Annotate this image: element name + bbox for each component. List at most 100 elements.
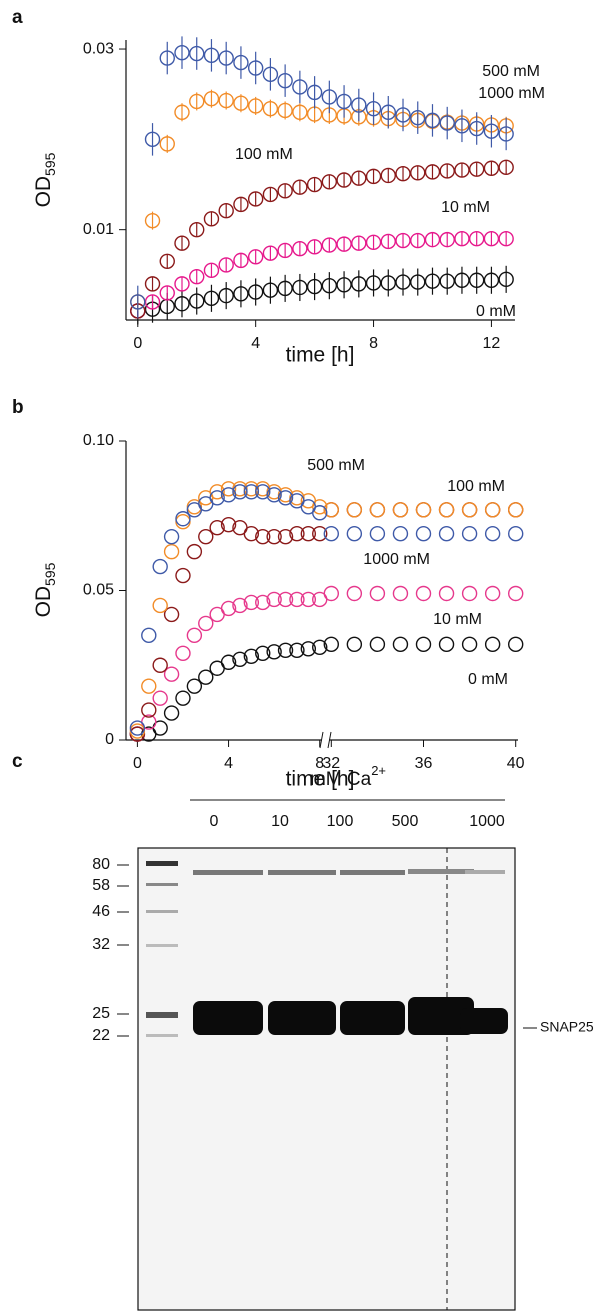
ladder-band [146,861,178,866]
data-point [486,527,500,541]
data-point [463,586,477,600]
x-tick-label: 12 [483,335,501,352]
marker-label: 32 [92,936,110,953]
y-tick-label: 0 [105,731,114,748]
panel-label: a [12,7,23,28]
plot: 0.010.03048120 mM10 mM100 mM500 mM1000 m… [83,36,545,352]
data-point [370,586,384,600]
upper-band [193,870,263,875]
lane-label: 0 [210,813,219,830]
data-point [393,586,407,600]
band-label: SNAP25 [540,1019,594,1035]
figure: a time [h] OD595 b time [h] OD595 c mM C… [0,0,604,1311]
lane-label: 100 [327,813,354,830]
plot: 00.050.100483236400 mM10 mM100 mM500 mM1… [83,432,525,772]
data-point [393,503,407,517]
series [131,160,513,318]
data-point [153,691,167,705]
data-point [486,503,500,517]
marker-label: 58 [92,877,110,894]
ladder-band [146,1034,178,1037]
x-tick-label: 32 [322,755,340,772]
snap25-band [460,1008,508,1034]
marker-label: 22 [92,1027,110,1044]
ladder-band [146,944,178,947]
upper-band [465,870,505,874]
data-point [370,503,384,517]
legend-label: 0 mM [476,303,516,320]
panel-label: b [12,397,24,418]
data-point [509,527,523,541]
y-tick-label: 0.01 [83,221,114,238]
data-point [440,637,454,651]
data-point [417,637,431,651]
data-point [440,503,454,517]
legend-label: 10 mM [433,611,482,628]
data-point [370,527,384,541]
upper-band [408,869,474,874]
x-tick-label: 36 [415,755,433,772]
marker-label: 25 [92,1005,110,1022]
data-point [509,637,523,651]
data-point [165,530,179,544]
data-point [486,586,500,600]
x-tick-label: 0 [133,335,142,352]
data-point [165,706,179,720]
x-tick-label: 40 [507,755,525,772]
data-point [509,503,523,517]
x-tick-label: 4 [224,755,233,772]
upper-band [268,870,336,875]
data-point [187,628,201,642]
data-point [440,586,454,600]
data-point [393,527,407,541]
y-axis-title: OD595 [32,562,58,617]
data-point [463,527,477,541]
data-point [176,646,190,660]
x-tick-label: 8 [369,335,378,352]
ladder-band [146,910,178,913]
data-point [176,569,190,583]
y-axis-title-sub: 595 [42,152,58,176]
legend-label: 500 mM [307,457,365,474]
x-axis-title: time [h] [286,344,355,367]
data-point [153,560,167,574]
snap25-band [193,1001,263,1035]
x-tick-label: 4 [251,335,260,352]
data-point [370,637,384,651]
gel-frame [138,848,515,1310]
data-point [417,527,431,541]
data-point [486,637,500,651]
data-point [417,586,431,600]
marker-label: 80 [92,856,110,873]
data-point [142,628,156,642]
y-tick-label: 0.05 [83,582,114,599]
data-point [440,527,454,541]
data-point [324,586,338,600]
data-point [142,679,156,693]
legend-label: 500 mM [482,63,540,80]
y-axis-title: OD595 [32,152,58,207]
series [130,586,522,741]
ladder-band [146,1012,178,1018]
y-axis-title-main: OD [32,586,55,618]
data-point [347,503,361,517]
legend-label: 0 mM [468,671,508,688]
legend-label: 10 mM [441,199,490,216]
series [130,485,522,735]
ladder-band [146,883,178,886]
data-point [347,527,361,541]
data-point [165,545,179,559]
data-point [153,598,167,612]
upper-band [340,870,405,875]
panel-label: c [12,751,23,772]
legend-label: 1000 mM [478,85,545,102]
data-point [509,586,523,600]
data-point [393,637,407,651]
data-point [347,637,361,651]
data-point [417,503,431,517]
data-point [463,637,477,651]
legend-label: 100 mM [447,478,505,495]
series [130,637,522,741]
legend-label: 1000 mM [363,551,430,568]
y-tick-label: 0.10 [83,432,114,449]
